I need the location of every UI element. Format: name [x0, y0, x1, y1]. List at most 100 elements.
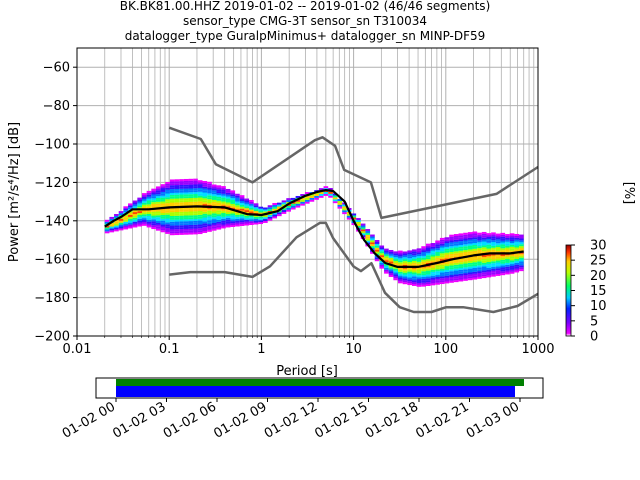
density-cell	[309, 195, 315, 198]
density-cell	[188, 221, 194, 224]
density-cell	[509, 256, 515, 259]
density-cell	[505, 262, 510, 265]
density-cell	[169, 225, 175, 228]
density-cell	[439, 280, 445, 283]
density-cell	[439, 241, 445, 244]
density-cell	[207, 193, 212, 196]
density-cell	[453, 237, 459, 240]
density-cell	[365, 236, 371, 239]
density-cell	[505, 241, 510, 244]
density-cell	[407, 269, 412, 272]
density-cell	[221, 199, 226, 202]
density-cell	[495, 250, 501, 253]
density-cell	[146, 190, 152, 193]
density-cell	[370, 234, 375, 237]
colorbar-tick-label: 30	[590, 239, 607, 254]
density-cell	[137, 205, 142, 208]
density-cell	[407, 252, 412, 255]
density-cell	[230, 203, 236, 206]
density-cell	[370, 242, 375, 245]
density-cell	[444, 248, 450, 251]
density-cell	[193, 190, 198, 193]
density-cell	[481, 258, 487, 261]
y-tick-label: −180	[34, 291, 70, 306]
density-cell	[411, 258, 417, 261]
density-cell	[398, 264, 403, 267]
density-cell	[165, 191, 170, 194]
density-cell	[519, 240, 524, 243]
density-cell	[458, 273, 464, 276]
density-cell	[519, 255, 524, 258]
density-cell	[416, 279, 422, 282]
density-cell	[342, 210, 347, 213]
density-cell	[505, 272, 510, 275]
density-cell	[495, 270, 501, 273]
density-cell	[332, 197, 338, 200]
density-cell	[123, 223, 129, 226]
density-cell	[244, 215, 250, 218]
density-cell	[318, 188, 324, 191]
density-cell	[188, 226, 194, 229]
density-cell	[430, 264, 436, 267]
density-cell	[235, 199, 240, 202]
density-cell	[207, 195, 212, 198]
density-cell	[128, 211, 133, 214]
density-cell	[374, 240, 380, 243]
density-cell	[486, 269, 492, 272]
density-cell	[146, 210, 152, 213]
density-cell	[500, 232, 506, 235]
density-cell	[467, 260, 473, 263]
density-cell	[221, 216, 226, 219]
density-cell	[491, 232, 496, 235]
y-tick-label: −140	[34, 214, 70, 229]
density-cell	[402, 282, 408, 285]
density-cell	[267, 209, 273, 212]
density-cell	[174, 211, 180, 214]
density-cell	[491, 242, 496, 245]
time-tick-label: 01-02 09	[211, 399, 269, 441]
density-cell	[188, 207, 194, 210]
density-cell	[174, 217, 180, 220]
density-cell	[169, 192, 175, 195]
density-cell	[169, 215, 175, 218]
density-cell	[183, 180, 189, 183]
density-cell	[384, 250, 389, 253]
density-cell	[430, 267, 436, 270]
density-cell	[202, 209, 208, 212]
density-cell	[416, 248, 422, 251]
density-cell	[337, 198, 343, 201]
density-cell	[500, 236, 506, 239]
density-cell	[481, 235, 487, 238]
density-cell	[155, 222, 161, 225]
density-cell	[509, 248, 515, 251]
density-cell	[239, 218, 245, 221]
density-cell	[235, 197, 240, 200]
density-cell	[207, 199, 212, 202]
density-cell	[500, 259, 506, 262]
density-cell	[356, 221, 361, 224]
density-cell	[379, 251, 385, 254]
density-cell	[225, 190, 231, 193]
density-cell	[444, 241, 450, 244]
density-cell	[388, 259, 394, 262]
density-cell	[207, 224, 212, 227]
density-cell	[174, 233, 180, 236]
density-cell	[128, 203, 133, 206]
density-cell	[132, 215, 138, 218]
density-cell	[477, 248, 482, 251]
density-cell	[197, 216, 203, 219]
density-cell	[179, 223, 184, 226]
density-cell	[165, 187, 170, 190]
density-cell	[104, 229, 110, 232]
density-cell	[332, 195, 338, 198]
density-cell	[179, 186, 184, 189]
density-cell	[183, 219, 189, 222]
density-cell	[500, 246, 506, 249]
density-cell	[514, 241, 520, 244]
density-cell	[458, 241, 464, 244]
density-cell	[290, 197, 296, 200]
density-cell	[491, 240, 496, 243]
density-cell	[453, 272, 459, 275]
density-cell	[509, 250, 515, 253]
